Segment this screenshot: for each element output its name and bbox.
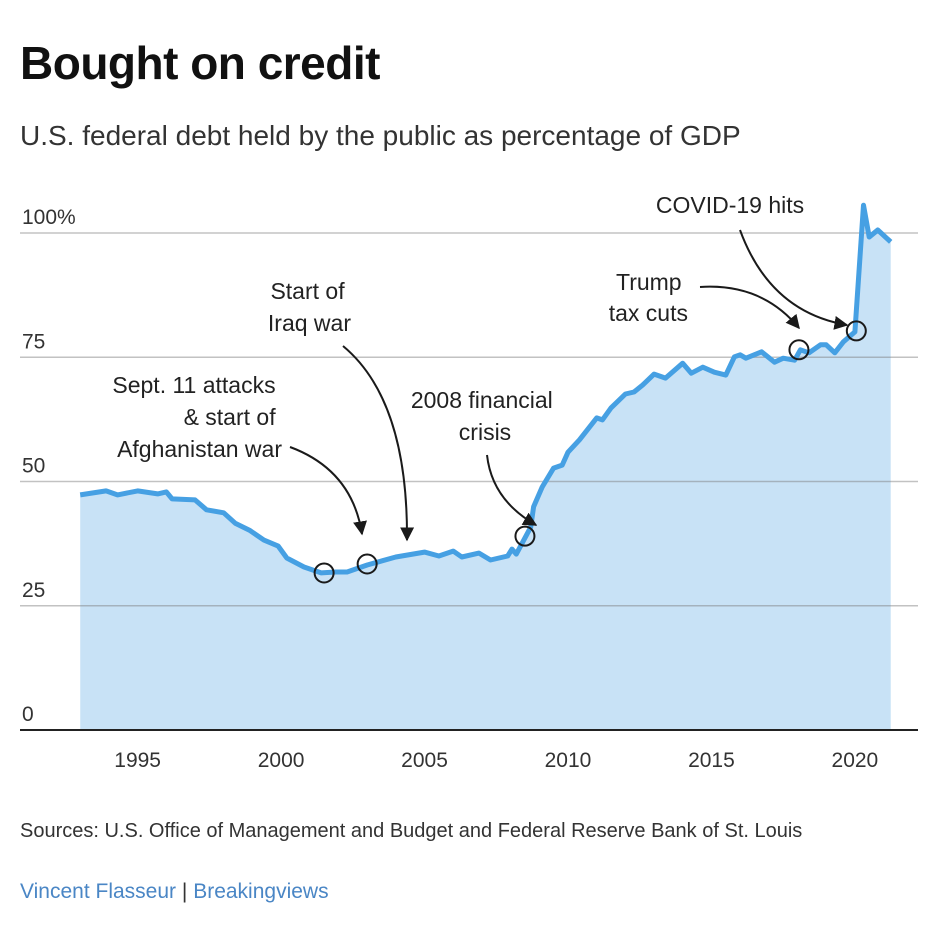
chart-title: Bought on credit — [20, 37, 380, 89]
annotation-iraq: Start of Iraq war — [268, 278, 351, 336]
annotation-trump: Trump tax cuts — [609, 269, 688, 326]
x-tick-label: 2000 — [258, 749, 305, 772]
byline: Vincent Flasseur | Breakingviews — [20, 880, 329, 904]
annotation-marker — [514, 525, 536, 547]
annotation-arrow-trump — [699, 285, 800, 330]
y-tick-label: 0 — [22, 703, 34, 726]
byline-separator: | — [181, 880, 188, 903]
annotation-2008: 2008 financial crisis — [411, 387, 559, 445]
annotation-arrow-covid — [739, 229, 849, 330]
y-tick-label: 100% — [22, 206, 76, 229]
series-line — [79, 202, 893, 576]
annotation-marker — [845, 320, 867, 342]
annotation-covid: COVID-19 hits — [656, 192, 804, 218]
annotation-marker — [788, 339, 810, 361]
annotation-marker — [313, 562, 335, 584]
chart-subtitle: U.S. federal debt held by the public as … — [20, 120, 741, 151]
annotation-arrow-sept11 — [289, 446, 367, 536]
x-tick-label: 2015 — [688, 749, 735, 772]
x-tick-label: 1995 — [114, 749, 161, 772]
annotation-arrow-iraq — [342, 345, 415, 542]
outlet-link[interactable]: Breakingviews — [193, 880, 329, 903]
x-tick-label: 2005 — [401, 749, 448, 772]
x-tick-label: 2020 — [832, 749, 879, 772]
annotation-marker — [356, 553, 378, 575]
area-fill — [80, 205, 891, 730]
y-tick-label: 25 — [22, 579, 45, 602]
annotation-arrow-2008 — [486, 454, 538, 526]
annotation-sept11: Sept. 11 attacks & start of Afghanistan … — [112, 372, 282, 462]
y-tick-label: 75 — [22, 330, 45, 353]
y-tick-label: 50 — [22, 455, 45, 478]
sources-note: Sources: U.S. Office of Management and B… — [20, 820, 803, 842]
x-tick-label: 2010 — [545, 749, 592, 772]
author-link[interactable]: Vincent Flasseur — [20, 880, 177, 903]
